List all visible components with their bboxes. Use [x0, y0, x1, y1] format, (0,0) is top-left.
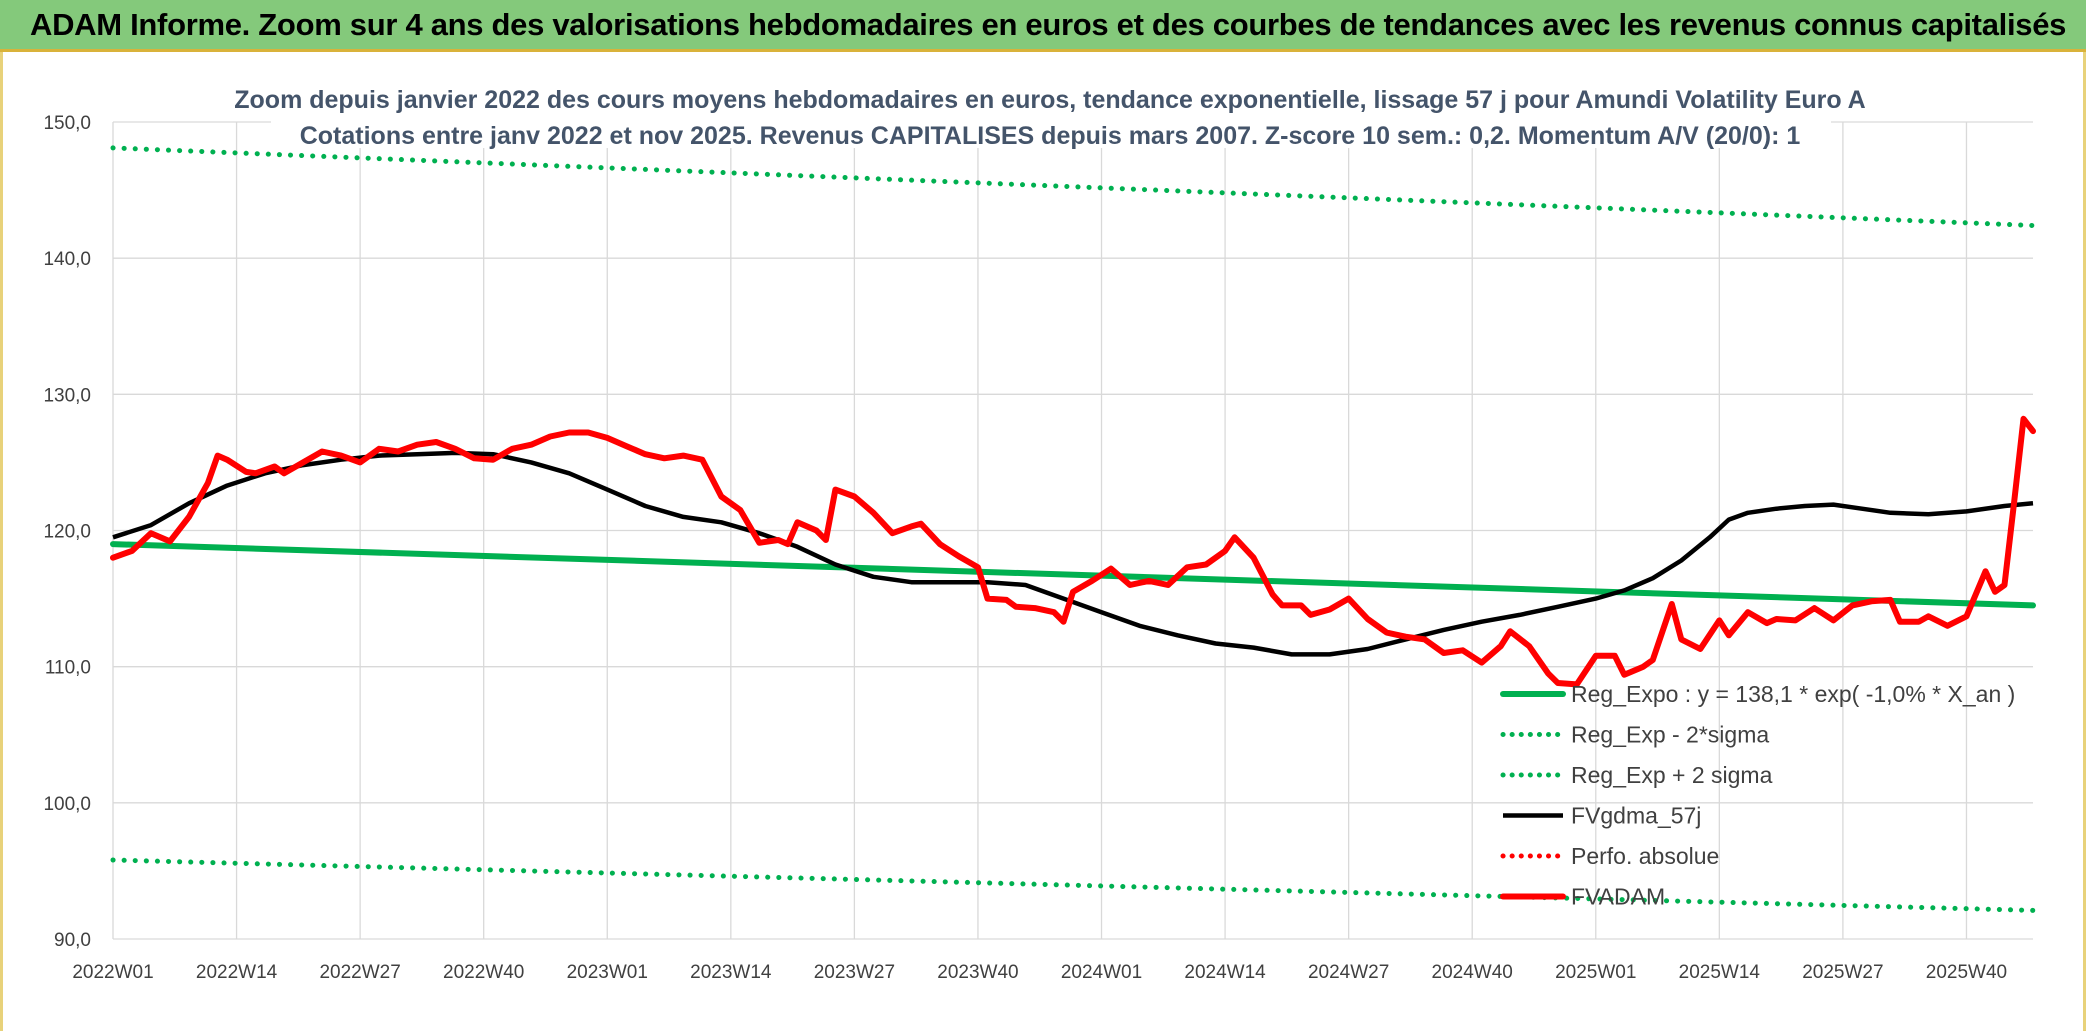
x-tick-label: 2023W27 [814, 962, 895, 983]
report-title: ADAM Informe. Zoom sur 4 ans des valoris… [30, 7, 2067, 42]
x-tick-label: 2023W14 [690, 962, 772, 983]
legend-entry: Perfo. absolue [1571, 843, 1719, 869]
legend-entry: FVADAM [1571, 884, 1665, 910]
x-tick-label: 2025W27 [1802, 962, 1883, 983]
x-tick-label: 2024W27 [1308, 962, 1389, 983]
y-tick-label: 130,0 [43, 385, 91, 406]
report-banner: ADAM Informe. Zoom sur 4 ans des valoris… [0, 0, 2086, 52]
legend-entry: Reg_Expo : y = 138,1 * exp( -1,0% * X_an… [1571, 681, 2015, 707]
grid-layer [112, 121, 2033, 940]
x-tick-label: 2022W01 [72, 962, 153, 983]
y-tick-label: 150,0 [43, 113, 91, 134]
x-tick-label: 2025W40 [1926, 962, 2007, 983]
legend: Reg_Expo : y = 138,1 * exp( -1,0% * X_an… [1500, 681, 2015, 910]
legend-entry: FVgdma_57j [1571, 803, 1701, 829]
y-tick-label: 100,0 [43, 794, 91, 815]
series-line-5 [110, 415, 2036, 688]
series-line-1 [110, 857, 2036, 913]
legend-entry: Reg_Exp - 2*sigma [1571, 722, 1769, 748]
x-tick-label: 2024W14 [1184, 962, 1266, 983]
chart-area: 90,0 100,0 110,0 120,0 130,0 140,0 150,0 2022W… [0, 52, 2086, 1031]
x-tick-label: 2023W40 [937, 962, 1018, 983]
chart-subtitle: Cotations entre janv 2022 et nov 2025. R… [300, 122, 1801, 150]
series-line-2 [110, 145, 2036, 228]
x-tick-label: 2022W40 [443, 962, 524, 983]
y-tick-label: 90,0 [54, 930, 91, 951]
chart-title: Zoom depuis janvier 2022 des cours moyen… [234, 86, 1865, 114]
x-tick-label: 2023W01 [567, 962, 648, 983]
x-tick-label: 2022W14 [196, 962, 278, 983]
series-line-3 [112, 450, 2034, 657]
legend-entry: Reg_Exp + 2 sigma [1571, 762, 1773, 788]
x-tick-label: 2024W01 [1061, 962, 1142, 983]
y-tick-label: 120,0 [43, 522, 91, 543]
x-tick-label: 2022W27 [319, 962, 400, 983]
x-tick-label: 2025W14 [1679, 962, 1761, 983]
x-tick-label: 2025W01 [1555, 962, 1636, 983]
x-tick-label: 2024W40 [1432, 962, 1513, 983]
x-axis-ticks: 2022W01 2022W14 2022W27 2022W40 2023W01 2023W… [72, 962, 2007, 983]
y-tick-label: 110,0 [45, 658, 91, 679]
subtitle-background [271, 76, 1831, 148]
series-layer [110, 145, 2036, 913]
series-line-0 [110, 541, 2036, 609]
y-tick-label: 140,0 [43, 249, 91, 270]
y-axis-ticks: 90,0 100,0 110,0 120,0 130,0 140,0 150,0 [43, 113, 91, 951]
chart-svg: 90,0 100,0 110,0 120,0 130,0 140,0 150,0 2022W… [43, 76, 2036, 983]
